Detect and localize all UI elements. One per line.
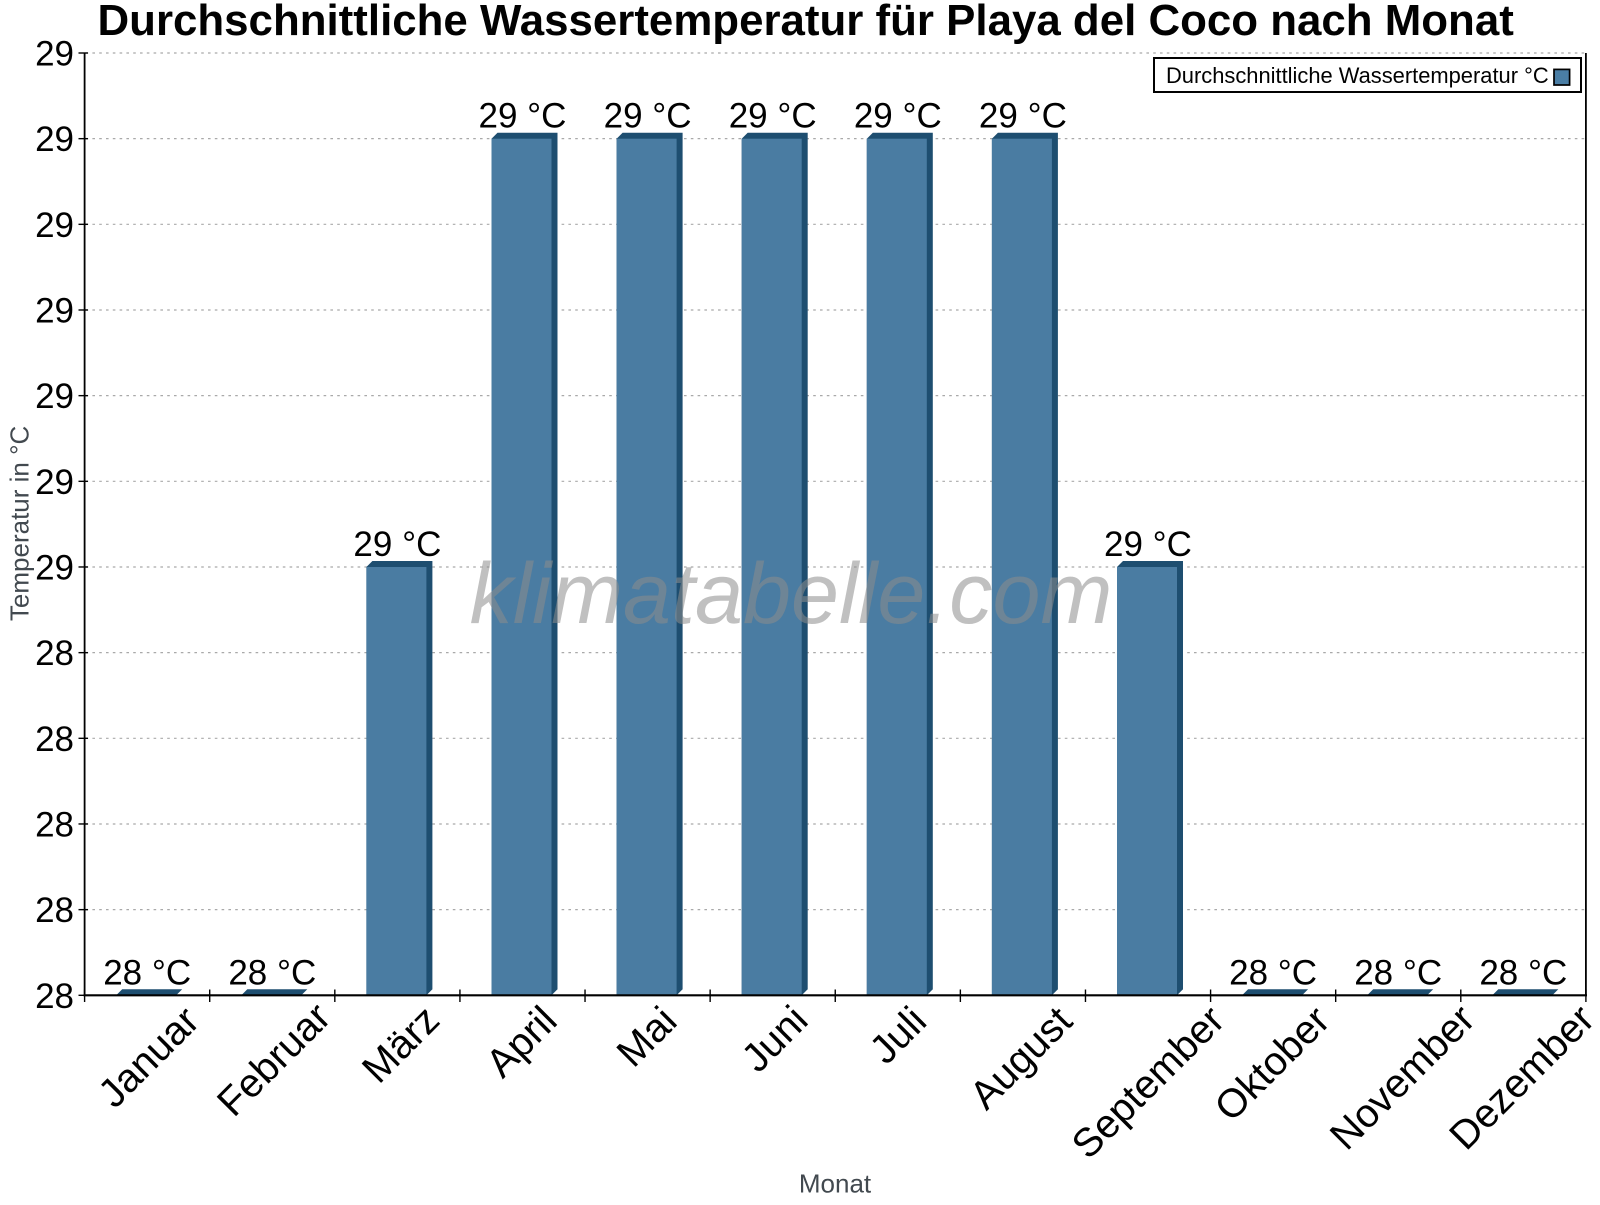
- svg-text:29 °C: 29 °C: [604, 97, 692, 136]
- svg-text:29 °C: 29 °C: [353, 525, 441, 564]
- svg-text:29 °C: 29 °C: [979, 97, 1067, 136]
- svg-text:Durchschnittliche Wassertemper: Durchschnittliche Wassertemperatur °C: [1166, 63, 1549, 88]
- svg-text:28 °C: 28 °C: [228, 953, 316, 992]
- svg-text:Durchschnittliche Wassertemper: Durchschnittliche Wassertemperatur für P…: [98, 0, 1515, 45]
- svg-text:29 °C: 29 °C: [729, 97, 817, 136]
- svg-text:Temperatur in °C: Temperatur in °C: [5, 426, 35, 621]
- svg-text:29: 29: [35, 548, 74, 587]
- svg-text:28: 28: [35, 634, 74, 673]
- svg-text:29: 29: [35, 206, 74, 245]
- svg-text:29: 29: [35, 291, 74, 330]
- svg-text:29 °C: 29 °C: [1104, 525, 1192, 564]
- svg-text:29: 29: [35, 120, 74, 159]
- svg-text:29: 29: [35, 377, 74, 416]
- svg-text:29: 29: [35, 35, 74, 74]
- svg-text:28: 28: [35, 805, 74, 844]
- svg-text:29 °C: 29 °C: [854, 97, 942, 136]
- svg-text:28 °C: 28 °C: [1354, 953, 1442, 992]
- svg-text:28 °C: 28 °C: [1479, 953, 1567, 992]
- svg-text:28: 28: [35, 891, 74, 930]
- svg-text:Monat: Monat: [799, 1169, 872, 1199]
- svg-text:28: 28: [35, 977, 74, 1016]
- svg-text:29 °C: 29 °C: [479, 97, 567, 136]
- svg-text:28: 28: [35, 720, 74, 759]
- svg-text:28 °C: 28 °C: [1229, 953, 1317, 992]
- svg-text:29: 29: [35, 463, 74, 502]
- svg-text:klimatabelle.com: klimatabelle.com: [470, 546, 1113, 642]
- svg-text:28 °C: 28 °C: [103, 953, 191, 992]
